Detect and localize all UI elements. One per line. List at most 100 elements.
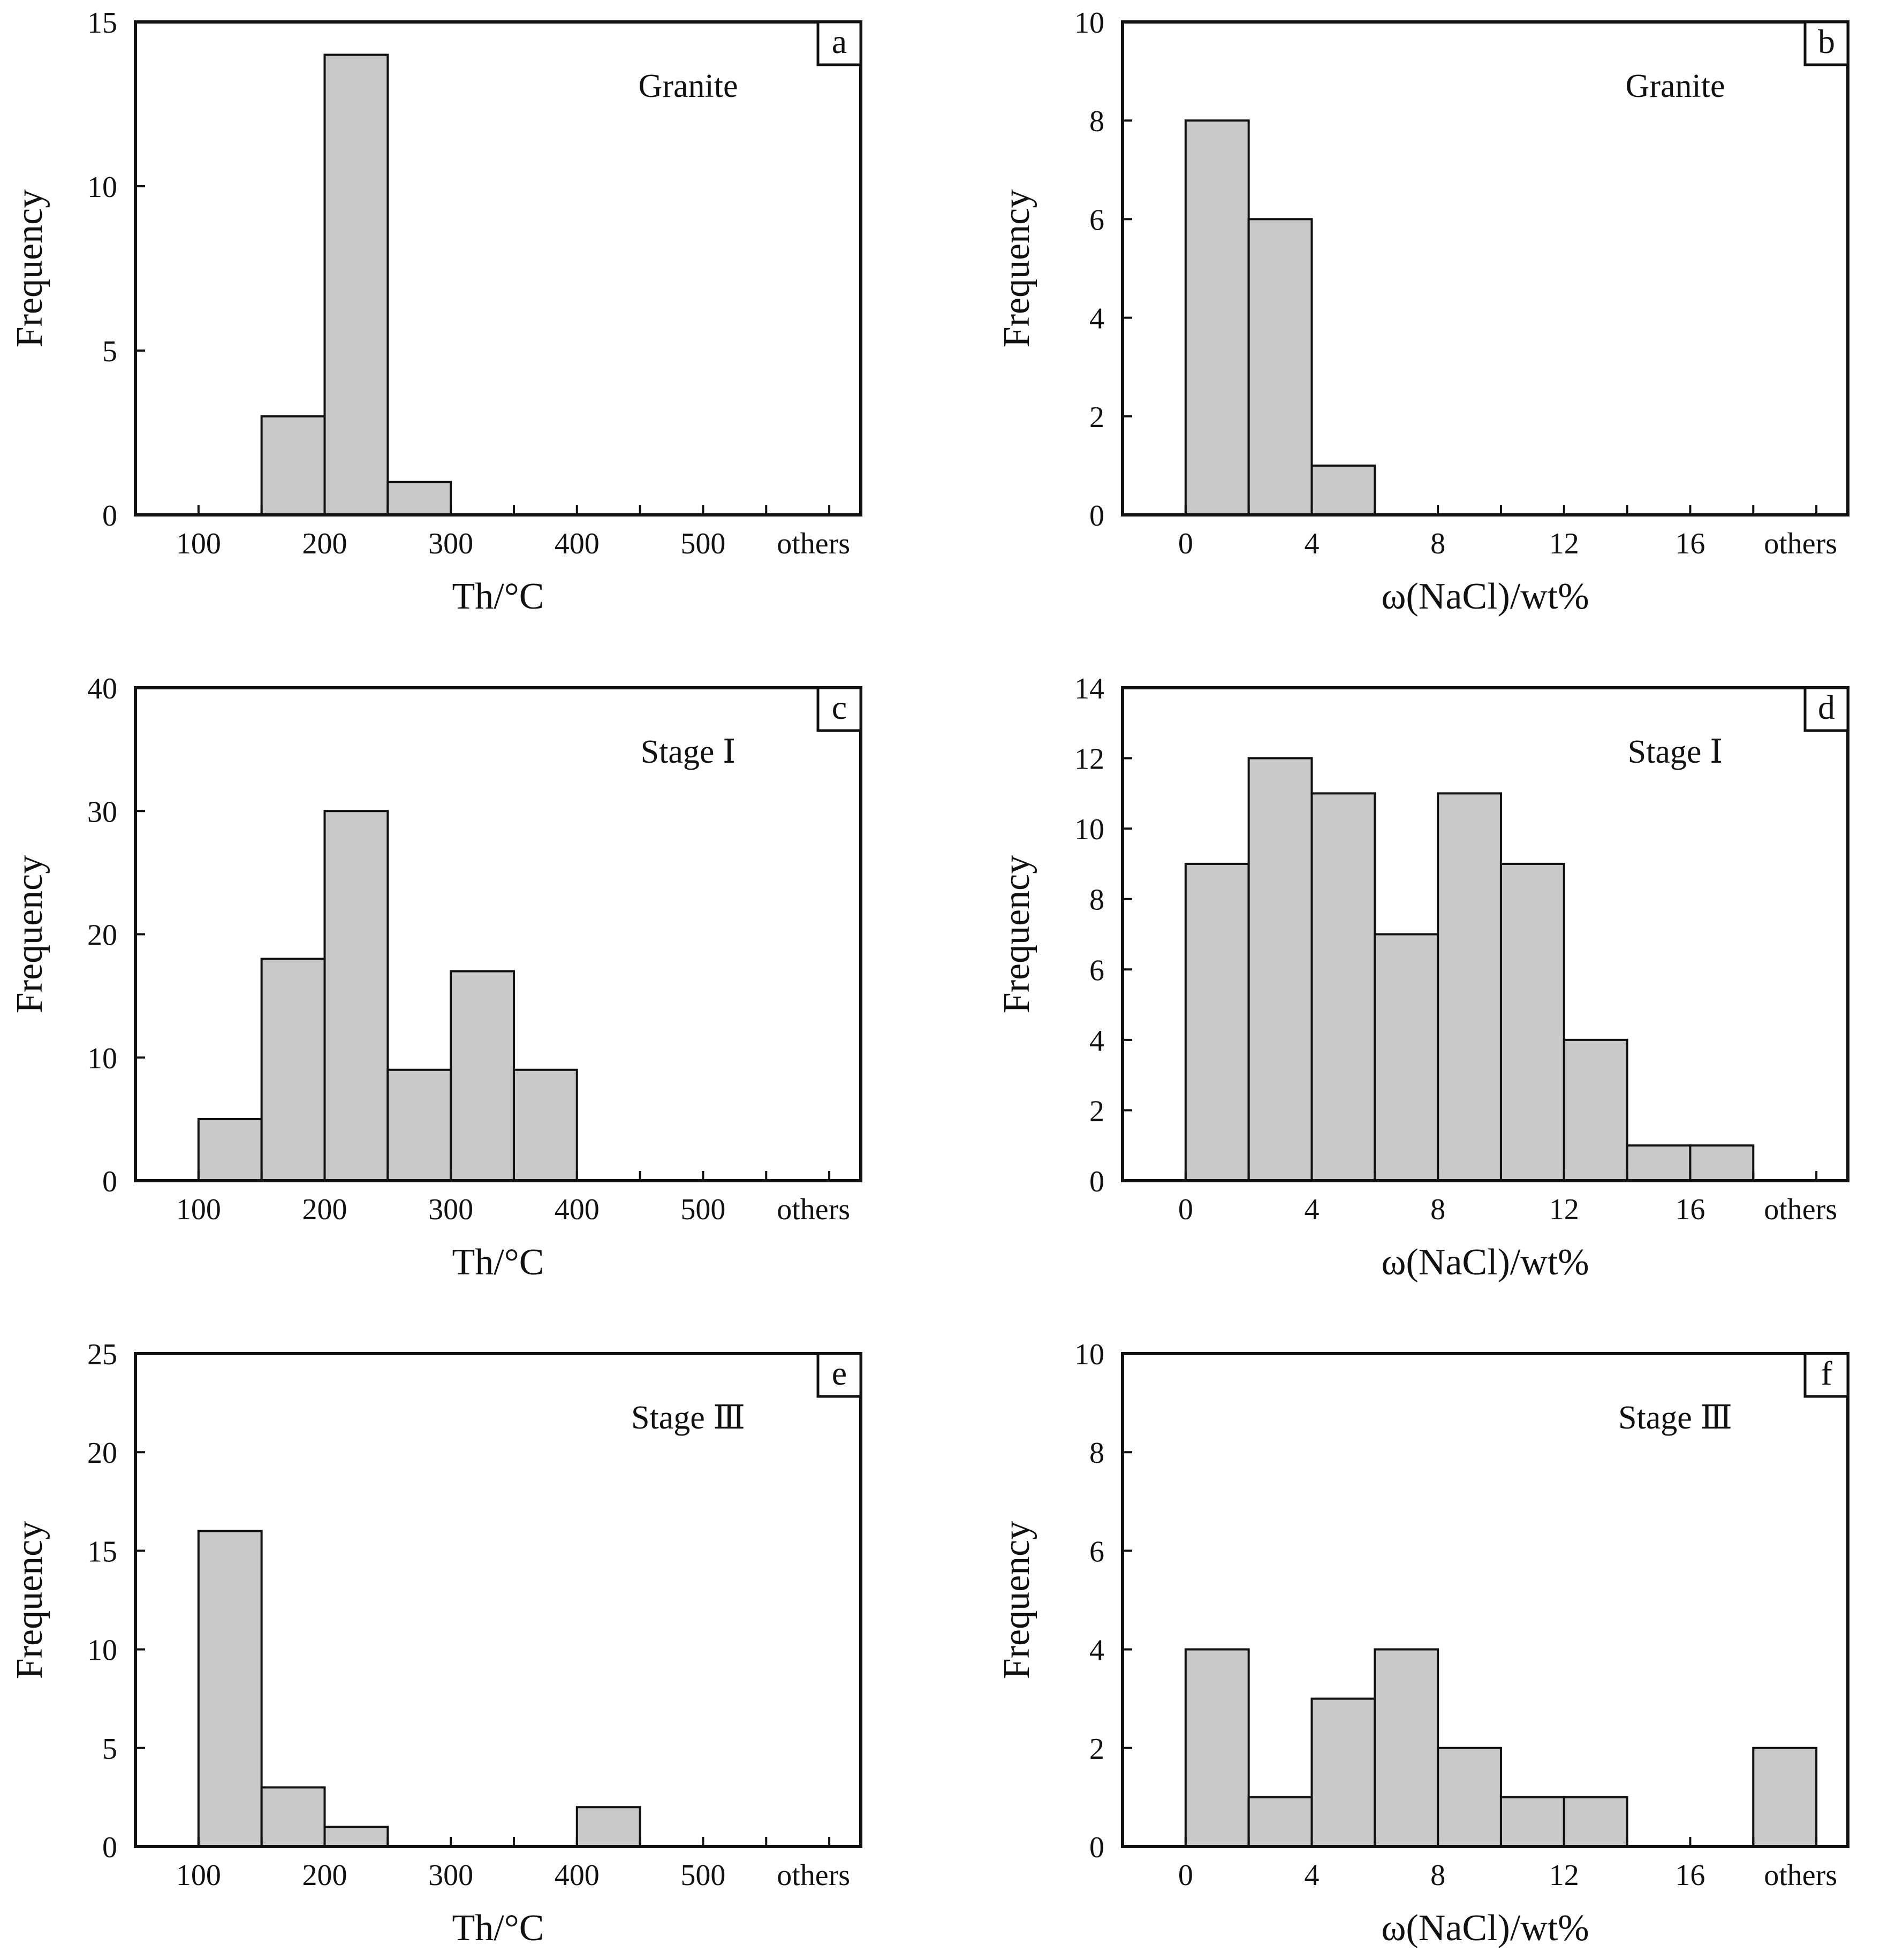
x-tick-label-b-1: 4 bbox=[1304, 527, 1319, 560]
plot-frame-a bbox=[134, 20, 862, 516]
y-tick-label-d-1: 2 bbox=[1089, 1095, 1104, 1128]
bar-c-5 bbox=[512, 1068, 578, 1182]
y-tick-label-b-0: 0 bbox=[1089, 499, 1104, 533]
x-tick-label-e-5: others bbox=[777, 1859, 850, 1892]
y-tick-label-e-4: 20 bbox=[87, 1437, 117, 1470]
chart-panel-c: 100 200 300 400 500 others 0 10 20 30 40 Th/°C Frequ… bbox=[9, 672, 862, 1283]
x-axis-title-e: Th/°C bbox=[452, 1908, 544, 1949]
y-tick-label-c-0: 0 bbox=[102, 1165, 117, 1198]
x-tick-label-c-1: 200 bbox=[302, 1193, 347, 1226]
x-tick-label-a-5: others bbox=[777, 527, 850, 560]
bar-d-3 bbox=[1374, 933, 1439, 1182]
x-tick-label-b-0: 0 bbox=[1178, 527, 1193, 560]
y-tick-label-f-5: 10 bbox=[1074, 1338, 1104, 1371]
x-tick-label-f-3: 12 bbox=[1549, 1859, 1579, 1892]
y-tick-label-f-3: 6 bbox=[1089, 1535, 1104, 1568]
x-tick-label-c-0: 100 bbox=[176, 1193, 221, 1226]
y-tick-label-b-5: 10 bbox=[1074, 6, 1104, 40]
x-tick-label-e-0: 100 bbox=[176, 1859, 221, 1892]
chart-panel-b: 0 4 8 12 16 others 0 2 4 6 8 10 ω(NaCl)/wt% Frequency… bbox=[996, 6, 1849, 617]
x-axis-title-c: Th/°C bbox=[452, 1242, 544, 1283]
bar-c-1 bbox=[260, 958, 326, 1182]
y-tick-label-d-3: 6 bbox=[1089, 954, 1104, 987]
bar-f-3 bbox=[1374, 1648, 1439, 1848]
bar-b-2 bbox=[1310, 464, 1376, 516]
panel-letter-box-e bbox=[816, 1352, 862, 1398]
y-tick-label-b-1: 2 bbox=[1089, 401, 1104, 434]
bar-f-7 bbox=[1752, 1746, 1818, 1848]
y-tick-label-f-4: 8 bbox=[1089, 1437, 1104, 1470]
y-tick-label-b-4: 8 bbox=[1089, 105, 1104, 138]
x-axis-title-d: ω(NaCl)/wt% bbox=[1381, 1242, 1589, 1283]
bar-f-4 bbox=[1437, 1746, 1502, 1848]
bar-f-2 bbox=[1310, 1697, 1376, 1848]
panel-letter-c: c bbox=[832, 688, 847, 726]
panel-letter-box-b bbox=[1803, 20, 1849, 66]
x-tick-label-d-2: 8 bbox=[1430, 1193, 1445, 1226]
x-tick-label-a-0: 100 bbox=[176, 527, 221, 560]
bar-c-0 bbox=[197, 1118, 263, 1182]
bar-d-6 bbox=[1563, 1038, 1628, 1182]
chart-panel-e: 100 200 300 400 500 others 0 5 10 15 20 25 Th/°C Freq… bbox=[9, 1338, 862, 1949]
bar-f-5 bbox=[1499, 1796, 1565, 1848]
y-tick-label-f-2: 4 bbox=[1089, 1634, 1104, 1667]
bar-d-4 bbox=[1437, 792, 1502, 1182]
y-axis-title-e: Frequency bbox=[9, 1521, 50, 1679]
plot-frame-b bbox=[1121, 20, 1849, 516]
y-tick-label-e-2: 10 bbox=[87, 1634, 117, 1667]
y-tick-label-c-4: 40 bbox=[87, 672, 117, 705]
x-tick-label-f-4: 16 bbox=[1675, 1859, 1705, 1892]
panel-letter-a: a bbox=[832, 22, 847, 60]
bar-d-8 bbox=[1689, 1144, 1755, 1182]
y-tick-label-c-2: 20 bbox=[87, 919, 117, 952]
y-tick-label-e-0: 0 bbox=[102, 1831, 117, 1864]
bar-c-2 bbox=[323, 810, 389, 1182]
y-axis-title-f: Frequency bbox=[996, 1521, 1037, 1679]
bar-d-0 bbox=[1184, 862, 1250, 1182]
panel-annotation-f: Stage Ⅲ bbox=[1618, 1400, 1732, 1436]
panel-letter-d: d bbox=[1818, 688, 1835, 726]
bar-e-0 bbox=[197, 1530, 263, 1848]
x-tick-label-d-4: 16 bbox=[1675, 1193, 1705, 1226]
panel-letter-box-c bbox=[816, 686, 862, 732]
panel-letter-box-d bbox=[1803, 686, 1849, 732]
x-tick-label-b-2: 8 bbox=[1430, 527, 1445, 560]
y-tick-label-b-2: 4 bbox=[1089, 302, 1104, 336]
panel-annotation-c: Stage Ⅰ bbox=[641, 734, 736, 770]
x-tick-label-e-2: 300 bbox=[428, 1859, 473, 1892]
bar-f-6 bbox=[1563, 1796, 1628, 1848]
x-tick-label-c-2: 300 bbox=[428, 1193, 473, 1226]
panel-annotation-b: Granite bbox=[1626, 68, 1725, 104]
chart-panel-a: 100 200 300 400 500 others 0 5 10 15 Th/°C Frequenc… bbox=[9, 6, 862, 617]
bar-d-2 bbox=[1310, 792, 1376, 1182]
x-tick-label-a-1: 200 bbox=[302, 527, 347, 560]
y-tick-label-d-7: 14 bbox=[1074, 672, 1104, 705]
x-tick-label-f-0: 0 bbox=[1178, 1859, 1193, 1892]
y-tick-label-e-1: 5 bbox=[102, 1733, 117, 1766]
panel-letter-b: b bbox=[1818, 22, 1835, 60]
bar-d-1 bbox=[1247, 757, 1313, 1182]
y-axis-title-d: Frequency bbox=[996, 855, 1037, 1013]
x-tick-label-d-3: 12 bbox=[1549, 1193, 1579, 1226]
bar-f-1 bbox=[1247, 1796, 1313, 1848]
x-axis-title-a: Th/°C bbox=[452, 576, 544, 617]
bar-b-0 bbox=[1184, 119, 1250, 516]
bar-c-3 bbox=[386, 1068, 452, 1182]
bar-a-1 bbox=[323, 54, 389, 516]
x-tick-label-d-1: 4 bbox=[1304, 1193, 1319, 1226]
x-tick-label-f-1: 4 bbox=[1304, 1859, 1319, 1892]
chart-panel-f: 0 4 8 12 16 others 0 2 4 6 8 10 ω(NaCl)/wt% Frequency… bbox=[996, 1338, 1849, 1949]
y-tick-label-d-0: 0 bbox=[1089, 1165, 1104, 1198]
y-tick-label-f-1: 2 bbox=[1089, 1733, 1104, 1766]
x-tick-label-e-4: 500 bbox=[680, 1859, 725, 1892]
y-tick-label-d-5: 10 bbox=[1074, 813, 1104, 846]
panel-annotation-a: Granite bbox=[639, 68, 738, 104]
x-tick-label-b-4: 16 bbox=[1675, 527, 1705, 560]
x-tick-label-a-4: 500 bbox=[680, 527, 725, 560]
bar-f-0 bbox=[1184, 1648, 1250, 1848]
bar-a-0 bbox=[260, 415, 326, 516]
panel-letter-box-f bbox=[1803, 1352, 1849, 1398]
x-tick-label-c-4: 500 bbox=[680, 1193, 725, 1226]
x-tick-label-a-3: 400 bbox=[555, 527, 600, 560]
x-tick-label-d-5: others bbox=[1764, 1193, 1837, 1226]
